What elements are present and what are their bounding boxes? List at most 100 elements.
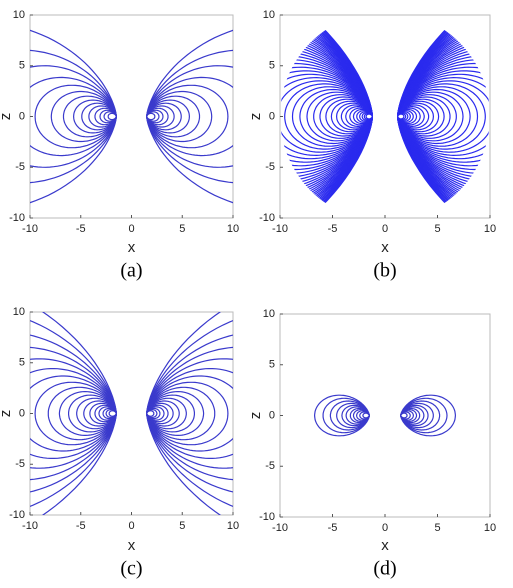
contour-line	[146, 76, 233, 157]
contour-line	[146, 49, 233, 184]
contour-line	[397, 11, 490, 222]
x-tick-label: 0	[128, 520, 134, 532]
contour-line	[397, 66, 490, 167]
contour-line	[280, 11, 373, 222]
y-tick-label: -5	[15, 458, 25, 470]
x-tick-label: 10	[484, 522, 496, 534]
panel: -10 -5 0 5 10 -10 -5 0 5 10 x z (b)	[247, 9, 496, 282]
y-tick-label: -5	[265, 161, 275, 173]
y-tick-label: 0	[269, 409, 275, 421]
contour-line	[397, 37, 490, 196]
contour-line	[280, 55, 373, 178]
panel: -10 -5 0 5 10 -10 -5 0 5 10 x z (c)	[0, 306, 239, 580]
y-tick-label: -10	[9, 212, 25, 224]
contour-line	[397, 73, 490, 160]
contour-line	[30, 49, 117, 184]
contour-line	[146, 29, 233, 204]
contour-line	[400, 394, 457, 437]
contour-line	[280, 11, 373, 222]
y-tick-label: -10	[9, 509, 25, 521]
contour-line	[146, 346, 233, 481]
contour-line	[313, 394, 370, 437]
contour-line	[30, 76, 117, 157]
panel-caption: (d)	[373, 558, 396, 580]
x-tick-label: -10	[272, 223, 288, 235]
contour-line	[34, 84, 117, 149]
contour-line	[397, 32, 490, 201]
panel-caption: (c)	[120, 558, 142, 580]
contour-line	[280, 59, 373, 174]
y-axis-label: z	[247, 412, 264, 420]
contour-line	[34, 381, 117, 446]
x-tick-label: 0	[382, 522, 388, 534]
y-tick-label: -5	[15, 161, 25, 173]
contour-line	[280, 11, 373, 222]
contour-line	[280, 41, 373, 192]
contour-line	[397, 50, 490, 183]
contour-line	[280, 37, 373, 196]
y-tick-label: 5	[19, 357, 25, 369]
contour-line	[280, 73, 373, 160]
contour-line	[280, 11, 373, 222]
x-tick-label: -5	[76, 223, 86, 235]
contours	[30, 29, 233, 204]
y-tick-label: 0	[269, 110, 275, 122]
x-tick-label: -5	[328, 522, 338, 534]
x-tick-label: 5	[434, 223, 440, 235]
contour-line	[146, 90, 213, 143]
contour-line	[50, 90, 117, 143]
x-tick-label: 10	[227, 223, 239, 235]
contour-line	[280, 11, 373, 222]
contour-line	[397, 27, 490, 206]
contour-line	[397, 22, 490, 211]
contour-line	[280, 50, 373, 183]
x-tick-label: 0	[128, 223, 134, 235]
x-tick-label: 0	[382, 223, 388, 235]
contours	[30, 312, 233, 515]
contour-line	[146, 386, 216, 441]
contour-line	[397, 70, 490, 163]
contour-line	[146, 391, 205, 436]
y-tick-label: 10	[13, 9, 25, 21]
contour-line	[30, 65, 117, 168]
contour-line	[30, 375, 117, 452]
contour-line	[30, 358, 117, 469]
contours	[313, 394, 457, 437]
y-tick-label: 5	[269, 60, 275, 72]
contour-line	[146, 84, 229, 149]
plot-frame	[29, 311, 234, 516]
contour-line	[280, 62, 373, 171]
contour-line	[146, 368, 233, 459]
x-axis-label: x	[381, 239, 389, 256]
x-tick-label: 5	[434, 522, 440, 534]
panel-caption: (a)	[120, 260, 142, 282]
contour-line	[397, 62, 490, 171]
x-tick-label: -10	[272, 522, 288, 534]
contour-line	[397, 12, 490, 221]
x-axis-label: x	[381, 537, 389, 554]
contour-line	[280, 17, 373, 216]
contour-line	[146, 95, 201, 138]
y-tick-label: 0	[19, 110, 25, 122]
y-axis-label: z	[0, 410, 14, 418]
y-tick-label: 10	[263, 9, 275, 21]
contour-line	[30, 29, 117, 204]
x-tick-label: 5	[179, 223, 185, 235]
plot-frame	[279, 313, 491, 518]
contour-line	[30, 334, 117, 493]
x-tick-label: -5	[76, 520, 86, 532]
contour-line	[58, 391, 117, 436]
contour-line	[146, 65, 233, 168]
plot-frame	[29, 14, 234, 219]
contour-line	[397, 11, 490, 222]
contour-line	[280, 32, 373, 201]
x-axis-label: x	[128, 537, 136, 554]
contour-line	[397, 55, 490, 178]
contour-line	[146, 334, 233, 493]
contour-line	[397, 46, 490, 187]
y-axis-label: z	[0, 113, 14, 121]
contour-line	[397, 59, 490, 174]
contour-line	[30, 368, 117, 459]
contour-line	[397, 11, 490, 222]
x-tick-label: 10	[484, 223, 496, 235]
